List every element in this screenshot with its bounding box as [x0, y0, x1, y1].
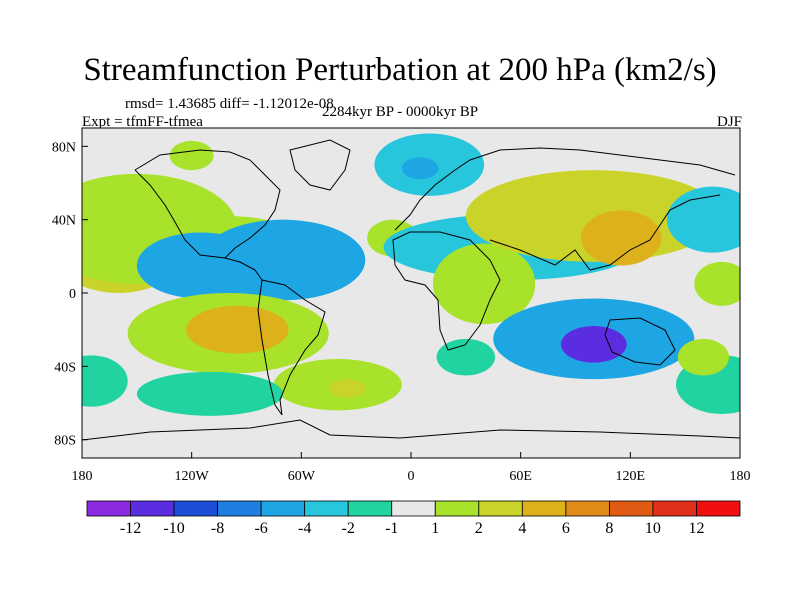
- anomaly-region-5: [136, 232, 265, 299]
- stats-label: rmsd= 1.43685 diff= -1.12012e-08: [125, 96, 334, 112]
- coastline-antarctica: [82, 419, 740, 441]
- lat-tick-label-0: 80N: [52, 140, 76, 155]
- anomaly-region-24: [677, 338, 730, 376]
- colorbar-swatch-4: [260, 500, 306, 517]
- coastline-africa: [392, 231, 501, 351]
- colorbar-swatch-2: [173, 500, 218, 517]
- lon-tick-label-6: 180: [730, 469, 751, 484]
- colorbar-label-13: 12: [688, 520, 704, 537]
- colorbar-label-0: -12: [120, 520, 141, 537]
- colorbar-swatch-11: [565, 500, 610, 517]
- coastline-australia: [604, 317, 676, 366]
- experiment-label: Expt = tfmFF-tfmea: [82, 114, 203, 130]
- colorbar-label-12: 10: [645, 520, 661, 537]
- coastlines: [82, 139, 740, 441]
- anomaly-region-25: [169, 140, 214, 171]
- anomaly-region-22: [694, 261, 740, 306]
- axis-ticks: 180 120W 60W 0 60E 120E 180 80N 40N 0 40S 80S: [52, 140, 751, 484]
- anomaly-region-16: [432, 243, 536, 325]
- anomaly-region-18: [580, 210, 662, 266]
- anomaly-region-10: [82, 355, 128, 407]
- lon-tick-label-0: 180: [72, 469, 93, 484]
- anomaly-region-11: [136, 371, 284, 416]
- lat-tick-label-2: 0: [69, 287, 76, 302]
- lat-tick-label-4: 80S: [54, 434, 76, 449]
- lon-tick-label-2: 60W: [288, 469, 316, 484]
- period-label: 2284kyr BP - 0000kyr BP: [322, 104, 479, 120]
- anomaly-region-21: [666, 186, 740, 253]
- plot-title: Streamfunction Perturbation at 200 hPa (…: [83, 52, 717, 88]
- coastline-north-america: [134, 149, 281, 281]
- coastline-greenland: [289, 139, 351, 191]
- colorbar-label-6: -1: [385, 520, 398, 537]
- colorbar-label-4: -4: [298, 520, 311, 537]
- colorbar-swatch-1: [130, 500, 175, 517]
- coastline-south-america: [257, 279, 326, 416]
- colorbar-swatch-5: [304, 500, 349, 517]
- colorbar-label-3: -6: [254, 520, 267, 537]
- colorbar-swatch-8: [434, 500, 480, 517]
- anomaly-region-20: [560, 326, 627, 363]
- colorbar-label-10: 6: [562, 520, 570, 537]
- colorbar-swatch-13: [652, 500, 697, 517]
- colorbar-swatch-9: [478, 500, 523, 517]
- colorbar-label-9: 4: [518, 520, 526, 537]
- colorbar-label-1: -10: [163, 520, 184, 537]
- colorbar-label-7: 1: [431, 520, 439, 537]
- coastline-asia: [489, 194, 721, 271]
- anomaly-region-7: [186, 305, 289, 354]
- anomaly-region-14: [401, 157, 439, 180]
- lon-tick-label-4: 60E: [509, 469, 532, 484]
- lat-tick-label-1: 40N: [52, 214, 76, 229]
- colorbar-swatch-6: [347, 500, 393, 517]
- anomaly-region-9: [328, 379, 366, 398]
- colorbar-swatch-12: [609, 500, 654, 517]
- colorbar-swatch-0: [86, 500, 131, 517]
- lat-tick-label-3: 40S: [54, 360, 76, 375]
- colorbar-label-5: -2: [342, 520, 355, 537]
- colorbar-label-2: -8: [211, 520, 224, 537]
- colorbar-swatch-10: [521, 500, 567, 517]
- lon-tick-label-3: 0: [408, 469, 415, 484]
- lon-tick-label-1: 120W: [175, 469, 210, 484]
- lon-tick-label-5: 120E: [616, 469, 646, 484]
- colorbar-swatch-3: [217, 500, 262, 517]
- colorbar-swatch-14: [696, 500, 741, 517]
- colorbar-label-8: 2: [475, 520, 483, 537]
- season-label: DJF: [716, 114, 742, 130]
- colorbar-swatch-7: [391, 500, 436, 517]
- coastline-north-america-west: [134, 169, 226, 259]
- colorbar-label-11: 8: [605, 520, 613, 537]
- colorbar: -12 -10 -8 -6 -4 -2 -1 1 2 4 6 8 10 12: [86, 500, 741, 537]
- anomaly-region-26: [436, 338, 496, 376]
- coastline-europe: [394, 147, 736, 231]
